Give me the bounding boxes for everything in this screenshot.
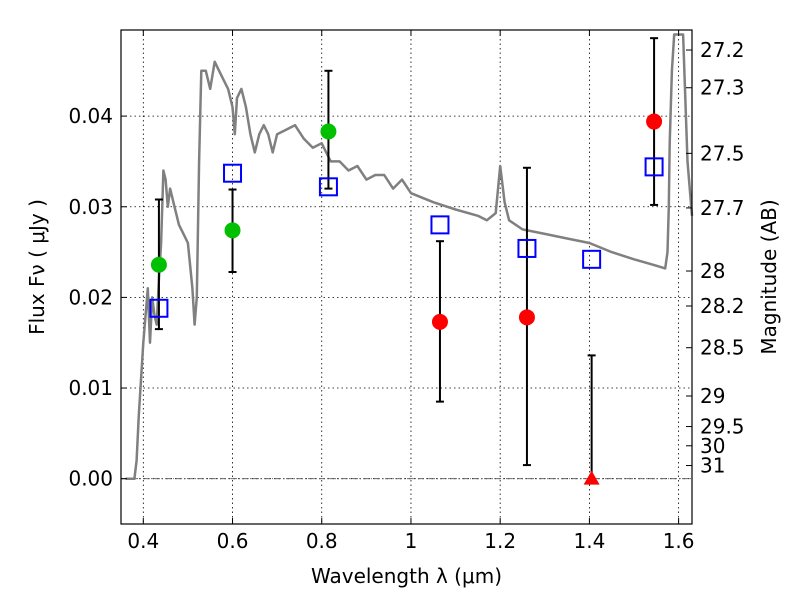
x-tick-label: 1.6 [663, 529, 695, 553]
observed-flux-point [646, 113, 663, 130]
x-tick-label: 1 [405, 529, 418, 553]
observed-flux-point [431, 313, 448, 330]
x-axis-label: Wavelength λ (μm) [311, 564, 502, 588]
model-flux-square [318, 177, 338, 197]
model-flux-square [582, 249, 602, 269]
right-tick-label: 27.5 [700, 141, 745, 165]
data-markers [149, 113, 664, 485]
observed-flux-point [224, 222, 241, 239]
plot-frame [120, 29, 693, 525]
model-spectrum-line [125, 33, 694, 480]
y-tick-labels: 0.00 0.01 0.02 0.03 0.04 [68, 104, 113, 491]
y-tick-label: 0.03 [68, 195, 113, 219]
grid-lines [121, 30, 692, 524]
observed-flux-point [150, 256, 167, 273]
model-flux-square [149, 298, 169, 318]
model-flux-square [430, 215, 450, 235]
right-tick-label: 27.7 [700, 196, 745, 220]
y-tick-label: 0.00 [68, 467, 113, 491]
right-tick-label: 27.3 [700, 76, 745, 100]
x-tick-label: 0.4 [127, 529, 159, 553]
y-tick-label: 0.04 [68, 104, 113, 128]
upper-limit-triangle [583, 470, 600, 485]
model-spectrum [125, 33, 694, 480]
x-tick-label: 0.8 [306, 529, 338, 553]
right-tick-label: 29.5 [700, 415, 745, 439]
axis-ticks [121, 30, 692, 524]
right-tick-label: 28.5 [700, 336, 745, 360]
right-tick-label: 31 [700, 454, 725, 478]
x-tick-label: 1.2 [484, 529, 516, 553]
y-tick-label: 0.01 [68, 376, 113, 400]
x-tick-labels: 0.4 0.6 0.8 1 1.2 1.4 1.6 [127, 529, 694, 553]
right-tick-label: 29 [700, 384, 725, 408]
x-tick-label: 0.6 [217, 529, 249, 553]
right-axis-label: Magnitude (AB) [757, 199, 781, 354]
right-tick-label: 27.2 [700, 38, 745, 62]
model-flux-square [644, 157, 664, 177]
y-tick-label: 0.02 [68, 285, 113, 309]
y-axis-label: Flux Fν ( μJy ) [25, 199, 49, 335]
right-tick-label: 30 [700, 434, 725, 458]
observed-flux-point [320, 123, 337, 140]
right-tick-label: 28.2 [700, 294, 745, 318]
x-tick-label: 1.4 [573, 529, 605, 553]
observed-flux-point [518, 309, 535, 326]
model-flux-square [223, 163, 243, 183]
right-tick-label: 28 [700, 259, 725, 283]
model-flux-square [517, 238, 537, 258]
